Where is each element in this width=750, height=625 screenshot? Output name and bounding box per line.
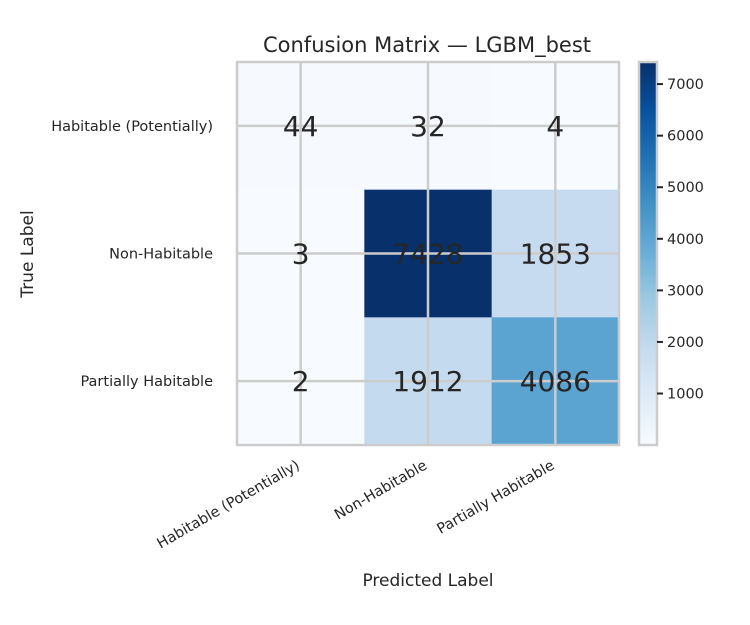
cell-value-label: 32 [410, 110, 446, 143]
colorbar-tick-label: 7000 [667, 77, 704, 93]
row-tick-label: Habitable (Potentially) [51, 119, 213, 135]
y-axis-label: True Label [18, 210, 38, 298]
colorbar-tick-label: 2000 [667, 335, 704, 351]
col-tick-label: Partially Habitable [435, 458, 558, 538]
chart-title: Confusion Matrix — LGBM_best [263, 33, 591, 58]
cell-value-label: 2 [292, 365, 310, 398]
col-tick-label: Non-Habitable [332, 458, 430, 524]
colorbar-tick-label: 3000 [667, 283, 704, 299]
cell-value-label: 3 [292, 238, 310, 271]
cell-value-label: 4 [546, 110, 564, 143]
cell-value-label: 44 [283, 110, 319, 143]
row-tick-labels: Habitable (Potentially) Non-Habitable Part… [51, 119, 213, 390]
cell-value-label: 7428 [392, 238, 463, 271]
colorbar [637, 60, 659, 447]
colorbar-tick-label: 4000 [667, 232, 704, 248]
colorbar-ticks: 1000 2000 3000 4000 5000 6000 7000 [657, 77, 704, 403]
col-tick-labels: Habitable (Potentially) Non-Habitable Part… [155, 458, 558, 553]
cell-value-label: 1912 [392, 365, 463, 398]
plot-frame [235, 60, 621, 447]
heatmap-grid [237, 62, 619, 446]
colorbar-tick-label: 1000 [667, 387, 704, 403]
cell-value-labels: 44 32 4 3 7428 1853 2 1912 4086 [283, 110, 591, 398]
col-tick-label: Habitable (Potentially) [155, 458, 303, 553]
x-axis-label: Predicted Label [362, 571, 493, 591]
row-tick-label: Non-Habitable [109, 247, 213, 263]
cell-value-label: 1853 [520, 238, 591, 271]
row-tick-label: Partially Habitable [80, 374, 213, 390]
cell-value-label: 4086 [520, 365, 591, 398]
colorbar-tick-label: 6000 [667, 129, 704, 145]
colorbar-tick-label: 5000 [667, 180, 704, 196]
